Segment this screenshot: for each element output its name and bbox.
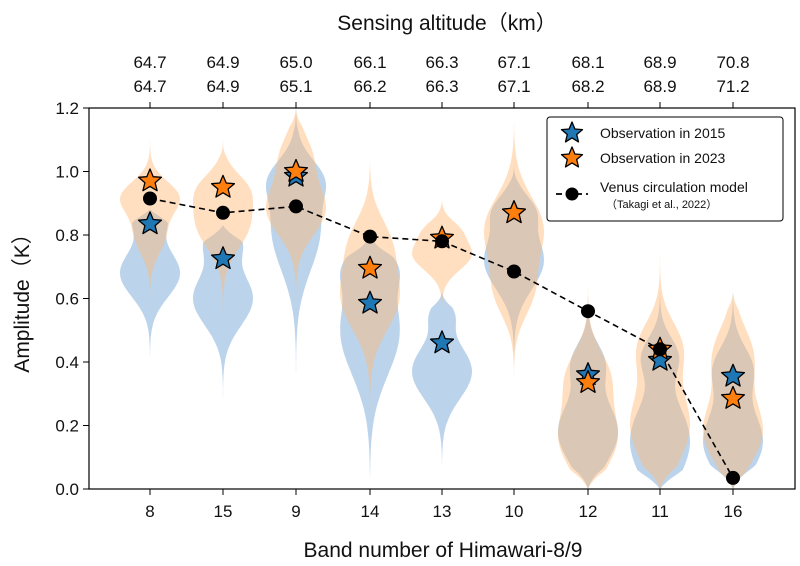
model-point-band-14 — [363, 229, 377, 244]
y-axis-title: Amplitude（K） — [11, 223, 34, 372]
star-2015-band-15 — [210, 246, 236, 270]
model-point-band-15 — [216, 205, 230, 220]
altitude-2023-band-10: 67.1 — [497, 77, 530, 96]
legend-marker-2015 — [560, 121, 584, 143]
model-point-band-9 — [289, 199, 303, 214]
y-tick-label: 0.6 — [55, 290, 79, 309]
legend-star-2023 — [560, 146, 584, 168]
x-tick-label-band-8: 8 — [145, 502, 154, 521]
star-2015-band-8 — [137, 211, 163, 235]
star-2023-band-8 — [137, 168, 163, 192]
legend-label-model-ref: （Takagi et al., 2022） — [606, 198, 717, 211]
violin-2015-band-8 — [120, 209, 180, 366]
altitude-2015-band-16: 70.8 — [716, 53, 749, 72]
altitude-2023-band-12: 68.2 — [571, 77, 604, 96]
legend-label-2023: Observation in 2023 — [600, 150, 726, 166]
violin-2015-band-11 — [630, 273, 690, 489]
altitude-2023-band-14: 66.2 — [353, 77, 386, 96]
altitude-2015-band-15: 64.9 — [206, 53, 239, 72]
star-2023-band-16 — [720, 385, 746, 409]
violin-2015-band-15 — [193, 225, 253, 420]
star-2015-band-14 — [357, 290, 383, 314]
altitude-labels: 64.7 64.7 64.9 64.9 65.0 65.1 66.1 66.2 66.3 66.3… — [133, 53, 750, 108]
altitude-2015-band-9: 65.0 — [279, 53, 312, 72]
x-axis-title: Band number of Himawari-8/9 — [304, 539, 583, 562]
x-tick-label-band-13: 13 — [433, 502, 452, 521]
x-tick-label-band-12: 12 — [579, 502, 598, 521]
altitude-2023-band-15: 64.9 — [206, 77, 239, 96]
altitude-2015-band-12: 68.1 — [571, 53, 604, 72]
altitude-2015-band-14: 66.1 — [353, 53, 386, 72]
model-point-band-13 — [435, 234, 449, 249]
star-2023-band-9 — [283, 158, 309, 182]
star-2023-band-15 — [210, 174, 236, 198]
violins-2023 — [120, 108, 763, 489]
altitude-2015-band-13: 66.3 — [425, 53, 458, 72]
altitude-2023-band-9: 65.1 — [279, 77, 312, 96]
y-tick-label: 1.0 — [55, 163, 79, 182]
model-point-band-16 — [726, 470, 740, 485]
chart-title-top: Sensing altitude（km） — [337, 12, 556, 35]
model-point-band-10 — [507, 264, 521, 279]
violin-2023-band-10 — [484, 114, 544, 391]
legend-box — [546, 116, 784, 222]
x-tick-label-band-14: 14 — [361, 502, 380, 521]
violin-2023-band-13 — [412, 196, 472, 315]
legend-marker-2023 — [560, 146, 584, 168]
x-tick-label-band-11: 11 — [651, 502, 669, 521]
altitude-2015-band-11: 68.9 — [643, 53, 676, 72]
x-tick-label-band-15: 15 — [214, 502, 233, 521]
x-ticks: 8 15 9 14 13 10 12 11 16 — [145, 489, 742, 521]
y-tick-label: 1.2 — [55, 99, 79, 118]
violin-2023-band-15 — [193, 139, 253, 337]
y-ticks: 0.0 0.2 0.4 0.6 0.8 1.0 1.2 — [55, 99, 89, 499]
legend-model-marker — [565, 187, 579, 201]
x-tick-label-band-10: 10 — [505, 502, 524, 521]
violin-2015-band-16 — [703, 215, 763, 489]
model-point-band-8 — [143, 191, 157, 206]
legend: Observation in 2015 Observation in 2023 … — [546, 116, 784, 222]
star-2015-band-13 — [429, 330, 455, 354]
altitude-2023-band-13: 66.3 — [425, 77, 458, 96]
legend-label-model: Venus circulation model — [600, 179, 748, 195]
model-points — [143, 191, 740, 485]
violin-2015-band-13 — [412, 292, 472, 474]
legend-star-2015 — [560, 121, 584, 143]
x-tick-label-band-16: 16 — [724, 502, 743, 521]
altitude-2023-band-8: 64.7 — [133, 77, 166, 96]
x-tick-label-band-9: 9 — [291, 502, 300, 521]
altitude-2023-band-11: 68.9 — [643, 77, 676, 96]
violin-2023-band-9 — [266, 108, 326, 324]
stars-2023 — [137, 158, 746, 409]
violin-2015-band-14 — [340, 235, 400, 489]
star-2023-band-12 — [575, 369, 601, 393]
altitude-2015-band-8: 64.7 — [133, 53, 166, 72]
model-point-band-12 — [581, 304, 595, 319]
model-point-band-11 — [653, 342, 667, 357]
y-tick-label: 0.2 — [55, 417, 79, 436]
y-tick-label: 0.0 — [55, 480, 79, 499]
violin-2023-band-8 — [120, 114, 180, 305]
star-2015-band-11 — [647, 347, 673, 371]
star-2023-band-14 — [357, 255, 383, 279]
violin-2015-band-9 — [266, 104, 326, 423]
y-tick-label: 0.4 — [55, 353, 79, 372]
star-2015-band-16 — [720, 363, 746, 387]
legend-label-2015: Observation in 2015 — [600, 125, 726, 141]
altitude-2023-band-16: 71.2 — [716, 77, 749, 96]
y-tick-label: 0.8 — [55, 226, 79, 245]
altitude-2015-band-10: 67.1 — [497, 53, 530, 72]
star-2023-band-10 — [501, 200, 527, 224]
